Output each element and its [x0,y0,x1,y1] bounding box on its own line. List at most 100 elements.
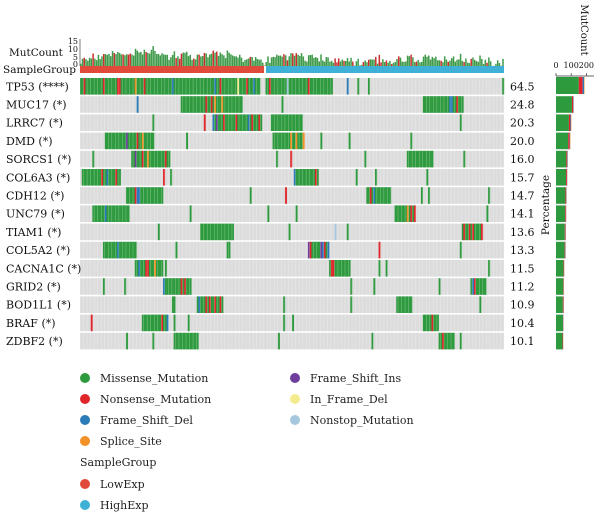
mutation-cell [140,260,143,277]
mutation-cell [426,314,429,332]
mutation-cell [329,78,332,95]
mutation-cell [433,96,436,113]
mutation-cell [235,78,238,95]
mutation-cell [284,132,287,150]
mutation-cell [111,78,114,95]
mutcount-bar [295,53,298,66]
mutation-cell [230,223,233,241]
mutcount-bar [239,54,241,66]
mutation-cell [235,96,238,113]
mutcount-bar [269,62,271,66]
mutation-cell [125,241,128,259]
mutation-cell [270,114,273,131]
mutcount-bar [284,55,287,66]
mutation-cell [314,241,317,259]
mutcount-bar [300,53,303,66]
mutcount-bar [99,59,101,66]
mutation-cell [239,114,242,131]
mutcount-bar [244,59,246,66]
mutation-cell [283,78,286,95]
mutation-cell [140,187,143,204]
mutation-cell [475,278,478,295]
gene-label: SORCS1 (*) [6,153,71,166]
percent-label: 10.4 [510,317,535,330]
mutation-cell [106,205,109,222]
mutation-cell [182,96,185,113]
mutation-cell [300,132,303,150]
mutcount-bar [389,60,391,66]
mutation-cell [431,96,434,113]
mutation-cell [277,78,280,95]
mutation-cell [140,150,143,168]
mutation-cell [102,241,105,259]
mutation-cell [357,78,360,95]
mutation-cell [318,241,321,259]
mutcount-bar [150,49,153,66]
mutcount-bar [438,60,441,66]
mutation-cell [253,114,256,131]
mutation-cell [212,78,215,95]
mutation-cell [94,78,97,95]
mutation-cell [297,169,300,186]
mutation-cell [318,78,321,95]
legend-group-title: SampleGroup [80,456,157,469]
mutation-cell [154,187,157,204]
mutation-cell [102,78,105,95]
mutation-cell [157,314,160,332]
mutation-cell [118,169,121,186]
mutation-cell [276,78,279,95]
mutation-cell [424,96,427,113]
mutation-cell [230,96,233,113]
mutation-cell [436,314,439,332]
right-stacked-bar [568,114,571,131]
mutation-cell [295,205,298,222]
mutation-cell [191,78,194,95]
mutation-cell [299,78,302,95]
mutation-cell [311,241,314,259]
mutation-cell [193,78,196,95]
mutation-cell [131,241,134,259]
mutation-cell [164,78,167,95]
mutation-cell [452,96,455,113]
mutation-cell [129,78,132,95]
mutation-cell [477,278,480,295]
mutation-cell [341,260,344,277]
mutcount-bar [322,60,324,66]
mutcount-bar [465,58,467,66]
mutation-cell [108,78,111,95]
mutcount-bar [253,60,255,66]
mutation-cell [272,114,275,131]
mutation-cell [148,150,151,168]
mutcount-bar [279,55,282,66]
mutation-cell [111,205,114,222]
mutation-cell [117,132,120,150]
mutation-cell [435,314,438,332]
mutation-cell [443,332,446,350]
mutation-cell [180,96,183,113]
mutation-cell [219,96,222,113]
mutcount-bar [403,61,405,66]
mutation-cell [284,114,287,131]
mutcount-bar [417,59,419,66]
mutcount-bar [466,62,469,66]
mutation-cell [239,96,242,113]
mutation-cell [184,78,187,95]
mutation-cell [184,278,187,295]
gene-label: ZDBF2 (*) [6,335,63,348]
mutation-cell [170,169,173,186]
mutation-cell [134,150,137,168]
mutation-cell [212,296,215,313]
mutcount-bar [261,62,264,66]
mutation-cell [120,241,123,259]
mutation-cell [111,169,114,186]
mutcount-bar [178,58,181,66]
mutcount-bar [343,60,345,66]
mutcount-bar [180,53,183,66]
mutation-cell [216,296,219,313]
mutation-cell [283,114,286,131]
mutation-cell [461,96,464,113]
mutation-cell [133,187,136,204]
mutcount-bar [258,59,260,66]
percent-labels: 64.5 24.8 20.3 20.0 16.0 15.7 14.7 14.1 13.6 13.3… [510,80,535,348]
mutation-cell [216,114,219,131]
